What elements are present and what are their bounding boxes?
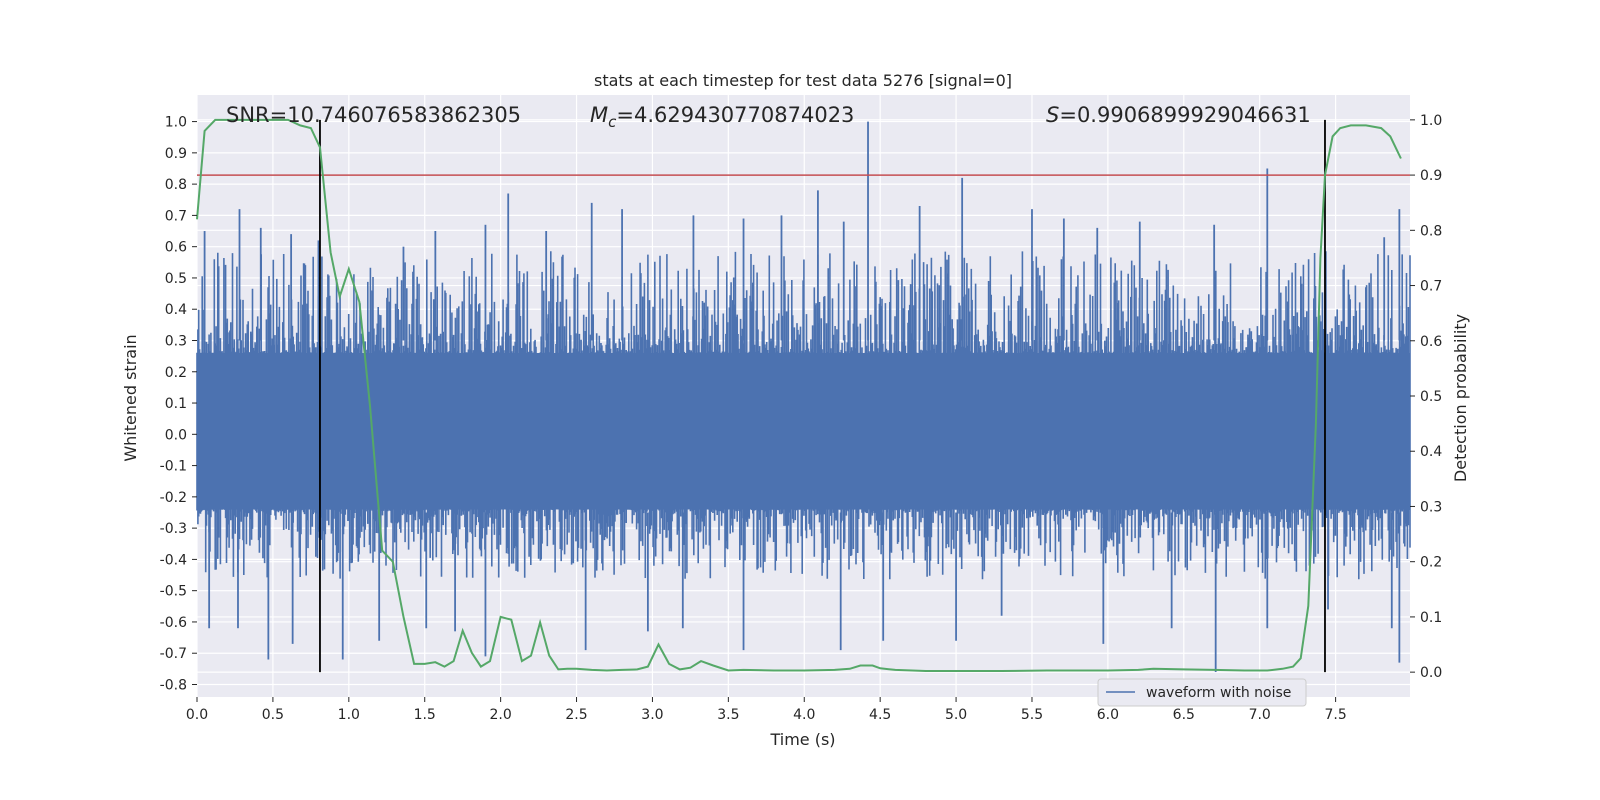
x-tick-label-8: 4.0 <box>793 707 815 723</box>
yl-tick-label-12: 0.4 <box>165 302 187 318</box>
mc-value: =4.629430770874023 <box>616 103 854 127</box>
legend-box <box>1097 678 1307 707</box>
snr-annotation: SNR=10.746076583862305 <box>226 103 521 127</box>
x-tick-label-12: 6.0 <box>1097 707 1119 723</box>
yl-tick-label-3: -0.5 <box>160 584 187 600</box>
yr-tick-label-6: 0.6 <box>1420 334 1442 350</box>
y-axis-label-right: Detection probability <box>1451 314 1470 482</box>
yl-tick-label-9: 0.1 <box>165 396 187 412</box>
vertical-markers <box>319 119 1326 673</box>
yl-tick-label-2: -0.6 <box>160 615 187 631</box>
yl-tick-label-6: -0.2 <box>160 490 187 506</box>
yl-tick-label-10: 0.2 <box>165 365 187 381</box>
x-tick-label-7: 3.5 <box>717 707 739 723</box>
x-tick-label-11: 5.5 <box>1021 707 1043 723</box>
yr-tick-label-8: 0.8 <box>1420 223 1442 239</box>
yl-tick-label-17: 0.9 <box>165 146 187 162</box>
yl-tick-label-15: 0.7 <box>165 208 187 224</box>
yr-tick-label-5: 0.5 <box>1420 389 1442 405</box>
mc-symbol: M <box>590 103 608 127</box>
x-ticks: 0.0 0.5 1.0 1.5 2.0 2.5 3.0 3.5 4.0 4.5 5.0 5.5 6.0 6… <box>186 697 1347 723</box>
s-value: =0.9906899929046631 <box>1059 103 1310 127</box>
yl-tick-label-7: -0.1 <box>160 459 187 475</box>
yl-tick-label-18: 1.0 <box>165 115 187 131</box>
mc-subscript: c <box>608 113 617 131</box>
x-axis-label: Time (s) <box>769 730 835 749</box>
s-symbol: S <box>1046 103 1059 127</box>
x-tick-label-4: 2.0 <box>489 707 511 723</box>
s-annotation: S=0.9906899929046631 <box>1046 103 1311 127</box>
yl-tick-label-11: 0.3 <box>165 333 187 349</box>
yl-tick-label-8: 0.0 <box>165 427 187 443</box>
x-tick-label-9: 4.5 <box>869 707 891 723</box>
x-tick-label-3: 1.5 <box>414 707 436 723</box>
x-tick-label-5: 2.5 <box>565 707 587 723</box>
y-ticks-left: -0.8 -0.7 -0.6 -0.5 -0.4 -0.3 -0.2 -0.1 0.0 0.1 0.… <box>160 115 197 693</box>
yl-tick-label-14: 0.6 <box>165 240 187 256</box>
waveform-core <box>197 353 1410 510</box>
yl-tick-label-16: 0.8 <box>165 177 187 193</box>
yl-tick-label-13: 0.5 <box>165 271 187 287</box>
x-tick-label-15: 7.5 <box>1324 707 1346 723</box>
yr-tick-label-1: 0.1 <box>1420 610 1442 626</box>
yl-tick-label-1: -0.7 <box>160 646 187 662</box>
x-tick-label-1: 0.5 <box>262 707 284 723</box>
yl-tick-label-5: -0.3 <box>160 521 187 537</box>
x-tick-label-0: 0.0 <box>186 707 208 723</box>
yr-tick-label-9: 0.9 <box>1420 168 1442 184</box>
y-ticks-right: 0.0 0.1 0.2 0.3 0.4 0.5 0.6 0.7 0.8 0.9 1.0 <box>1410 113 1442 681</box>
yr-tick-label-4: 0.4 <box>1420 444 1442 460</box>
x-tick-label-2: 1.0 <box>338 707 360 723</box>
legend: waveform with noise <box>1097 678 1307 707</box>
series-detection-probability <box>196 118 1402 672</box>
yr-tick-label-0: 0.0 <box>1420 665 1442 681</box>
yr-tick-label-7: 0.7 <box>1420 279 1442 295</box>
x-tick-label-13: 6.5 <box>1173 707 1195 723</box>
series-waveform <box>196 121 1411 672</box>
yr-tick-label-10: 1.0 <box>1420 113 1442 129</box>
mc-annotation: Mc=4.629430770874023 <box>590 103 854 131</box>
yr-tick-label-2: 0.2 <box>1420 555 1442 571</box>
yl-tick-label-0: -0.8 <box>160 677 187 693</box>
legend-label-waveform: waveform with noise <box>1146 685 1291 701</box>
x-tick-label-14: 7.0 <box>1249 707 1271 723</box>
y-axis-label-left: Whitened strain <box>121 334 140 461</box>
x-tick-label-10: 5.0 <box>945 707 967 723</box>
x-tick-label-6: 3.0 <box>641 707 663 723</box>
yl-tick-label-4: -0.4 <box>160 552 187 568</box>
yr-tick-label-3: 0.3 <box>1420 499 1442 515</box>
chart-title: stats at each timestep for test data 527… <box>594 71 1012 90</box>
probability-line <box>196 118 1402 672</box>
